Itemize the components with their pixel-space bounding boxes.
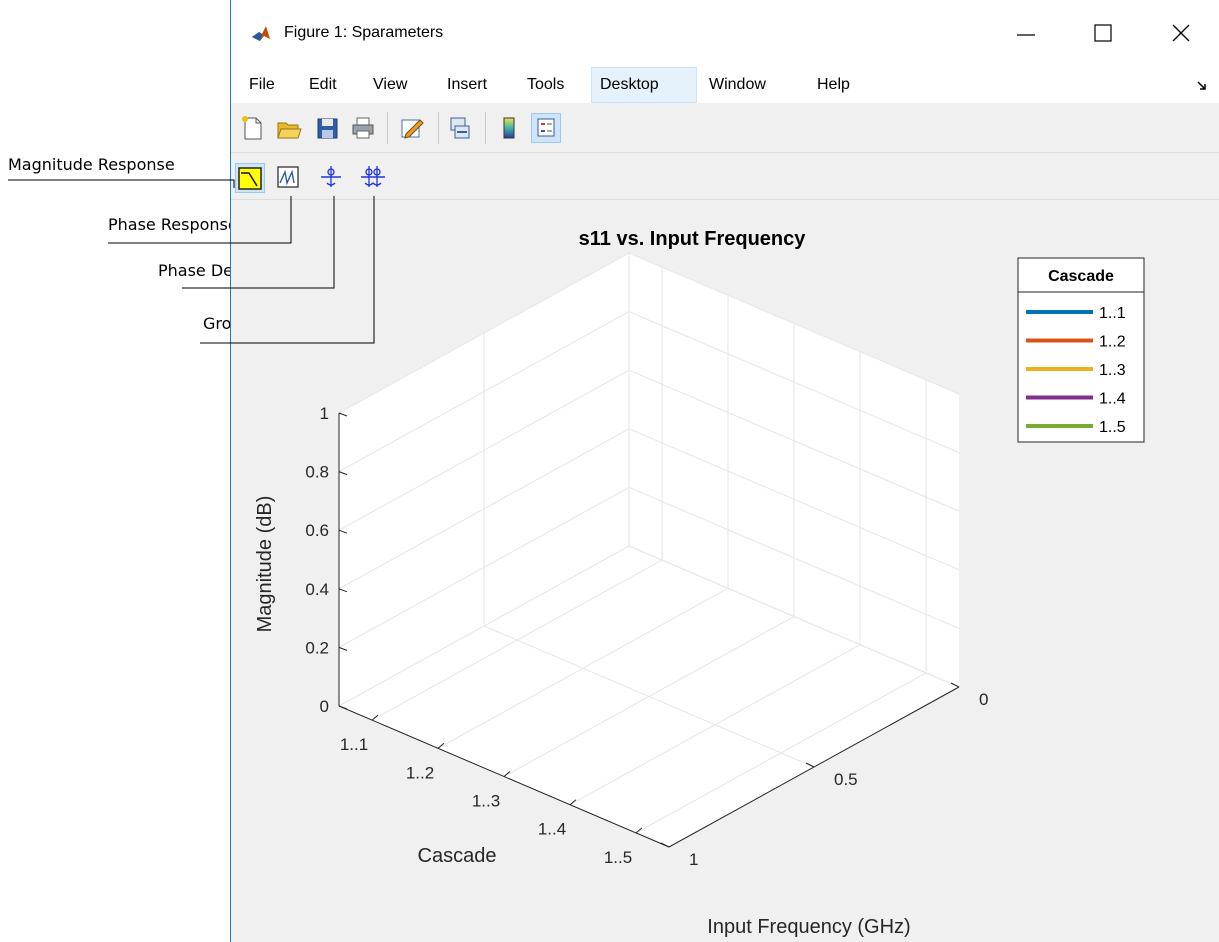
legend-entry-label: 1..5 (1099, 419, 1126, 436)
save-icon (317, 118, 338, 139)
x-tick (635, 827, 643, 834)
close-button[interactable] (1159, 14, 1205, 54)
open-file-icon (277, 122, 302, 139)
z-axis-label: Magnitude (dB) (254, 496, 276, 633)
z-tick (338, 588, 348, 593)
z-tick-label: 0.8 (305, 463, 329, 482)
z-tick-label: 0.6 (305, 521, 329, 540)
x-axis-label: Cascade (418, 845, 497, 867)
grid-line (628, 545, 960, 688)
open-file-button[interactable] (275, 114, 303, 142)
y-tick-label: 0.5 (834, 770, 858, 789)
legend-entry-label: 1..1 (1099, 305, 1126, 322)
phase-delay-icon (321, 166, 341, 187)
chart-title: s11 vs. Input Frequency (579, 228, 807, 250)
link-plot-button[interactable] (446, 114, 474, 142)
link-plot-icon (450, 117, 470, 139)
phase-delay-button[interactable] (317, 163, 345, 191)
x-tick (371, 714, 379, 721)
z-tick-label: 0.2 (305, 638, 329, 657)
minimize-button[interactable] (1004, 14, 1050, 54)
y-tick (950, 682, 960, 688)
x-tick (503, 771, 511, 777)
menu-desktop[interactable]: Desktop (591, 67, 697, 103)
plot-canvas: s11 vs. Input Frequency 0 0.2 0.4 0.6 0.8 1 1.… (254, 228, 1145, 938)
dock-arrow-icon[interactable] (1197, 81, 1207, 91)
z-tick-label: 0.4 (305, 580, 329, 599)
colorbar-icon (503, 117, 515, 139)
figure-window: Figure 1: Sparameters File Edit View Ins… (230, 0, 1219, 942)
y-tick (805, 762, 815, 768)
maximize-icon (1094, 24, 1112, 42)
phase-response-icon (277, 166, 299, 188)
maximize-button[interactable] (1081, 14, 1127, 54)
x-tick-label: 1..3 (472, 792, 500, 811)
new-figure-button[interactable] (239, 114, 267, 142)
magnitude-leader-line (8, 179, 235, 188)
menu-help[interactable]: Help (817, 76, 850, 93)
z-tick (338, 412, 348, 417)
z-tick-label: 1 (320, 404, 329, 423)
z-tick (338, 471, 348, 476)
y-tick-label: 1 (689, 850, 698, 869)
legend-button[interactable] (531, 113, 561, 143)
colorbar-button[interactable] (495, 114, 523, 142)
minimize-icon (1017, 34, 1035, 36)
legend-title: Cascade (1048, 268, 1114, 285)
x-tick-label: 1..1 (340, 735, 368, 754)
z-tick (338, 646, 348, 651)
edit-plot-button[interactable] (398, 114, 426, 142)
close-icon (1172, 24, 1190, 42)
menu-file[interactable]: File (249, 76, 275, 93)
x-tick-label: 1..5 (604, 848, 632, 867)
menu-window[interactable]: Window (709, 76, 766, 93)
z-tick-label: 0 (320, 697, 329, 716)
z-tick (338, 529, 348, 534)
menu-edit[interactable]: Edit (309, 76, 337, 93)
response-toolbar (231, 153, 1219, 200)
toolbar-separator (387, 112, 388, 144)
figure-toolbar (231, 104, 1219, 153)
x-tick-label: 1..4 (538, 820, 566, 839)
axes[interactable] (338, 252, 960, 848)
y-tick-label: 0 (979, 690, 988, 709)
annotation-phase-response: Phase Response (108, 215, 238, 234)
grid-line (483, 625, 815, 768)
save-button[interactable] (314, 114, 342, 142)
edit-plot-icon (401, 119, 424, 139)
window-title: Figure 1: Sparameters (284, 24, 444, 41)
legend-entries: 1..1 1..2 1..3 1..4 1..5 (1026, 305, 1126, 436)
new-figure-icon (242, 116, 262, 140)
menu-insert[interactable]: Insert (447, 76, 488, 93)
toolbar-separator (485, 112, 486, 144)
menu-tools[interactable]: Tools (527, 76, 565, 93)
annotation-magnitude-response: Magnitude Response (8, 155, 175, 174)
x-tick-label: 1..2 (406, 763, 434, 782)
x-tick (437, 742, 445, 749)
legend[interactable]: Cascade 1..1 1..2 1..3 1..4 1..5 (1017, 257, 1145, 443)
legend-entry-label: 1..4 (1099, 391, 1126, 408)
group-delay-button[interactable] (359, 163, 387, 191)
y-tick (660, 842, 670, 848)
magnitude-response-icon (238, 167, 262, 190)
y-axis-label: Input Frequency (GHz) (707, 916, 910, 938)
phase-response-button[interactable] (275, 163, 303, 191)
matlab-logo-icon (250, 23, 272, 45)
menu-view[interactable]: View (373, 76, 408, 93)
title-bar: Figure 1: Sparameters (231, 0, 1219, 67)
magnitude-response-button[interactable] (235, 163, 265, 193)
print-button[interactable] (349, 114, 377, 142)
print-icon (352, 117, 374, 139)
tick-labels: 0 0.2 0.4 0.6 0.8 1 1..1 1..2 1..3 1..4 1..5 0 0.5 1 (305, 404, 988, 869)
legend-icon (537, 118, 555, 137)
legend-entry-label: 1..2 (1099, 334, 1126, 351)
z-tick (338, 705, 348, 710)
menu-bar: File Edit View Insert Tools Desktop Wind… (231, 67, 1219, 103)
group-delay-icon (361, 166, 385, 187)
x-tick (569, 799, 577, 806)
legend-entry-label: 1..3 (1099, 362, 1126, 379)
toolbar-separator (438, 112, 439, 144)
